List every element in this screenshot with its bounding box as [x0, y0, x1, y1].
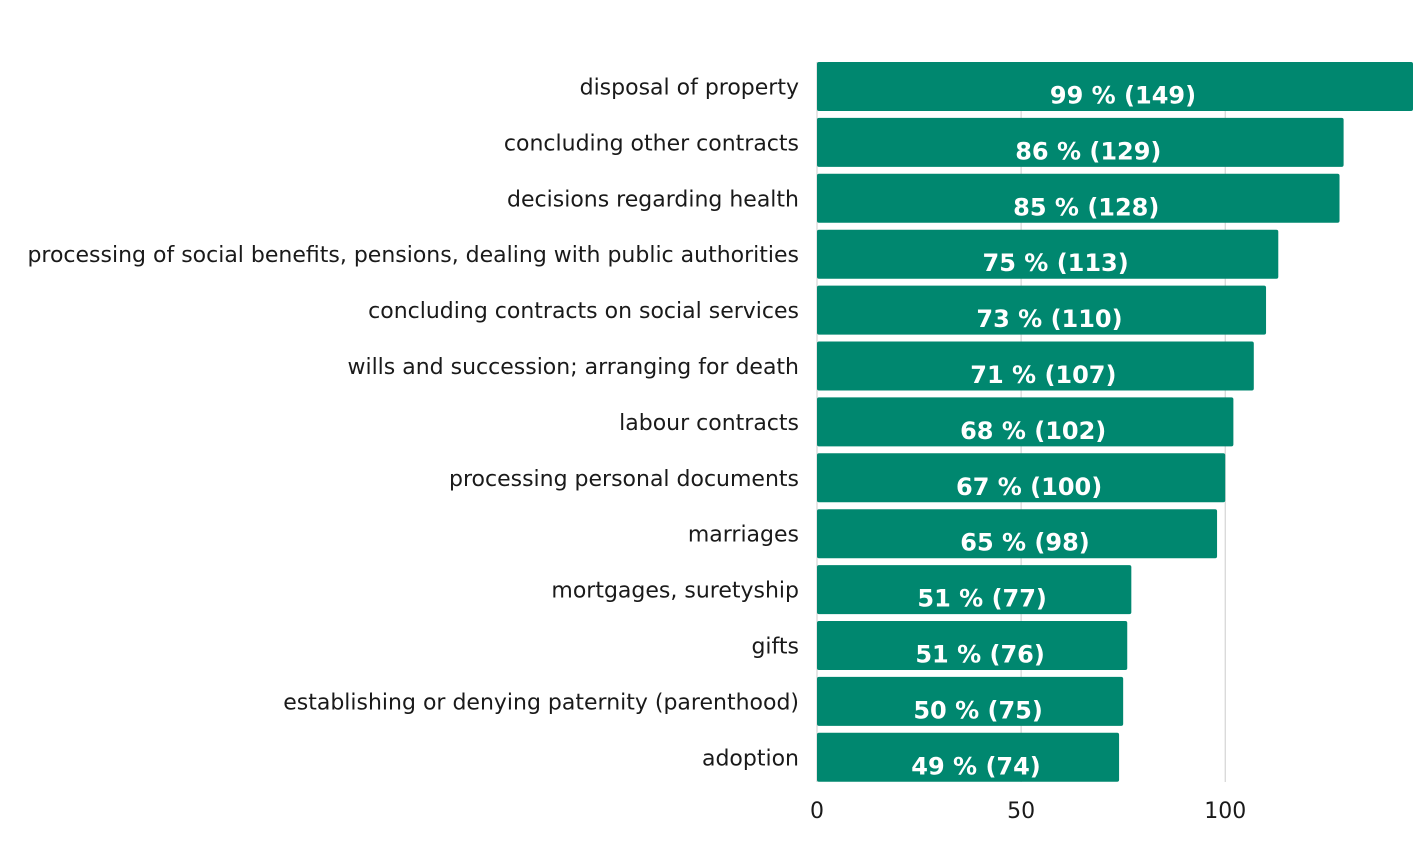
- category-label: establishing or denying paternity (paren…: [283, 690, 799, 715]
- category-label: adoption: [702, 746, 799, 771]
- data-label: 68 % (102): [960, 417, 1106, 445]
- category-label: mortgages, suretyship: [551, 579, 799, 604]
- bar: [817, 341, 1254, 391]
- category-label: processing personal documents: [449, 467, 799, 492]
- data-label: 65 % (98): [960, 529, 1090, 557]
- x-tick-label: 100: [1204, 799, 1246, 824]
- bar: [817, 565, 1132, 615]
- category-label: labour contracts: [619, 411, 799, 436]
- data-label: 86 % (129): [1015, 137, 1161, 165]
- category-label: decisions regarding health: [507, 187, 799, 212]
- bars: [817, 62, 1413, 782]
- data-label: 51 % (76): [915, 641, 1045, 669]
- category-label: marriages: [688, 523, 799, 548]
- data-label: 75 % (113): [983, 249, 1129, 277]
- bar: [817, 397, 1234, 447]
- data-label: 85 % (128): [1013, 193, 1159, 221]
- category-label: gifts: [751, 635, 799, 660]
- category-label: concluding other contracts: [504, 131, 799, 156]
- bar: [817, 173, 1340, 223]
- bar: [817, 117, 1344, 167]
- bar: [817, 453, 1226, 503]
- category-label: concluding contracts on social services: [368, 299, 799, 324]
- bar: [817, 509, 1218, 559]
- data-label: 50 % (75): [913, 696, 1043, 724]
- bar: [817, 732, 1120, 782]
- category-label: disposal of property: [580, 76, 799, 101]
- category-labels: disposal of property concluding other con…: [27, 76, 799, 772]
- bar: [817, 62, 1413, 111]
- data-label: 67 % (100): [956, 473, 1102, 501]
- category-label: processing of social benefits, pensions,…: [27, 243, 799, 268]
- data-label: 73 % (110): [976, 305, 1122, 333]
- data-labels: 99 % (149) 86 % (129) 85 % (128) 75 % (113)…: [911, 82, 1196, 781]
- data-label: 51 % (77): [917, 585, 1047, 613]
- x-tick-label: 0: [810, 799, 824, 824]
- data-label: 49 % (74): [911, 752, 1041, 780]
- x-axis-ticks: 0 50 100: [810, 799, 1246, 824]
- data-label: 71 % (107): [970, 361, 1116, 389]
- bar: [817, 229, 1279, 279]
- data-label: 99 % (149): [1050, 82, 1196, 110]
- category-label: wills and succession; arranging for deat…: [347, 355, 799, 380]
- bar: [817, 285, 1267, 335]
- x-tick-label: 50: [1007, 799, 1035, 824]
- bar: [817, 621, 1128, 670]
- bar: [817, 676, 1124, 726]
